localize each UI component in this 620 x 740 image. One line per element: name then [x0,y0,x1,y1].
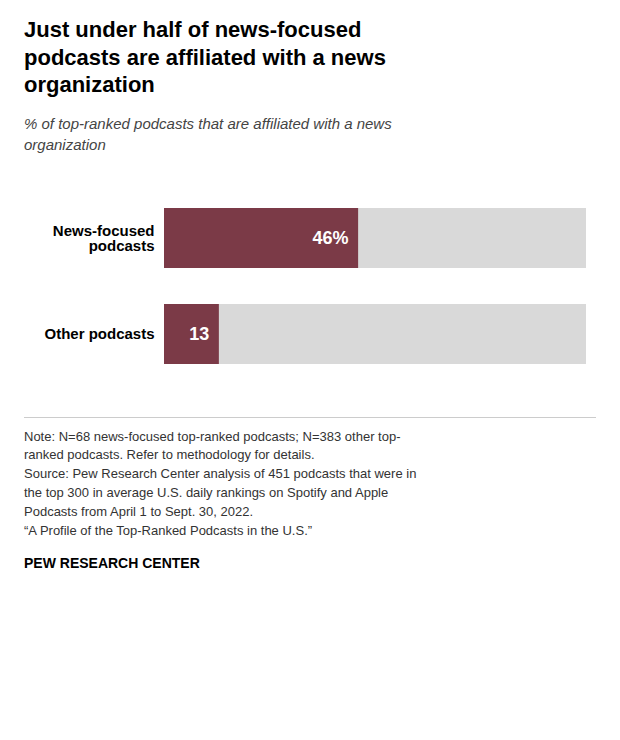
html-text:% of top-ranked podcasts that: % of top-ranked podcasts that are affili… [24,114,392,153]
html-text:Just under half of news-focuse: Just under half of news-focused podcasts… [24,17,386,97]
svg-text:13: 13 [189,324,209,344]
html-text:Note: N=68 news-focused top-ra: Note: N=68 news-focused top-ranked podca… [24,428,417,538]
svg-text:Other podcasts: Other podcasts [44,325,154,342]
svg-text:46%: 46% [313,228,349,248]
svg-text:News-focusedpodcasts: News-focusedpodcasts [53,221,155,253]
html-text:PEW RESEARCH CENTER: PEW RESEARCH CENTER [24,554,200,571]
